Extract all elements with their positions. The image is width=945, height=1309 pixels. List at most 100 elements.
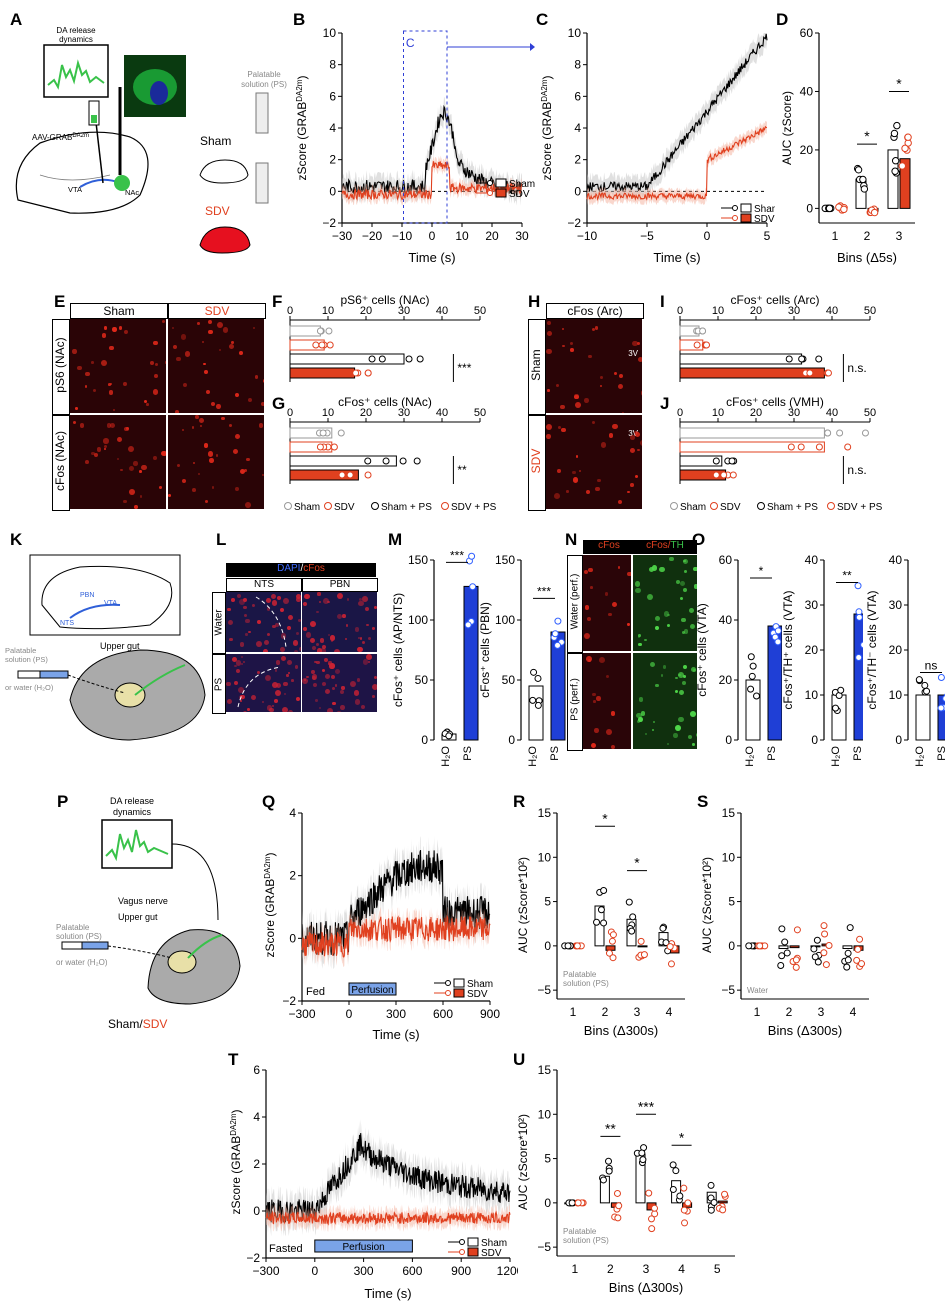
x-tick-label: 3 [643,1262,650,1276]
cell-spot [198,417,204,423]
cell-spot [612,424,618,430]
sig-star: ** [842,569,852,583]
cell-spot [103,438,109,444]
cell-spot [139,470,143,473]
row-label-sham: Sham [528,319,546,415]
point [748,672,756,680]
cell-spot [239,699,243,703]
dynamics-label-1: DA release [56,26,96,35]
legend-box-sham [740,203,752,213]
point-sham [844,956,852,964]
cell-spot [557,469,561,474]
x-tick-label: 50 [474,305,486,317]
cell-spot [638,697,644,702]
brain-outline [15,131,149,214]
cell-spot [690,711,696,718]
x-tick-label: 2 [607,1262,614,1276]
cell-spot [133,461,138,466]
point [712,457,720,465]
cell-spot [290,679,294,682]
legend-label: SDV [334,502,355,513]
cell-spot [233,681,238,686]
bar-sdv [789,945,800,949]
sem-band-sham [342,96,522,206]
legend-dot-sdv [732,215,738,221]
cell-spot [292,640,299,646]
cell-spot [250,694,257,701]
y-tick-label: 100 [408,613,428,627]
y-tick-label: 5 [728,895,735,909]
panel-letter-n: N [565,530,578,549]
cell-spot [327,600,330,603]
chart-title: cFos⁺ cells (NAc) [338,395,432,409]
trace-icon [47,59,105,90]
point-sdv [608,937,616,945]
cell-spot [228,423,232,427]
legend-label-sham: Sham [467,979,493,990]
cell-spot [546,424,553,430]
cell-spot [681,681,686,686]
y-tick-label: 0 [811,733,818,747]
point [747,685,755,693]
y-tick-label: 0 [806,201,813,215]
legend-dot [670,502,678,510]
cell-spot [316,660,320,664]
ps-label-2: solution (PS) [241,80,287,89]
panel-letter-l: L [216,530,227,549]
cell-spot [354,699,361,706]
legend-label-sdv: SDV [754,214,775,225]
cell-spot [271,704,274,707]
point-sdv [821,930,829,938]
panel-o2-chart: 0 10 20 30 40 H₂O PS ** cFos⁺/TH⁺ cells (VTA) [781,553,863,767]
cell-spot [562,344,565,348]
legend-label: SDV [720,502,741,513]
cell-spot [325,673,330,679]
cell-spot [103,445,107,449]
x-tick-label: 4 [678,1262,685,1276]
y-tick-label: 0 [728,939,735,953]
y-axis-label: cFos⁺/TH⁺ cells (VTA) [781,590,795,709]
virus-label: AAV-GRABDA2m [32,133,89,142]
panel-letter-s: S [697,792,709,811]
cell-spot [236,669,241,674]
point [468,552,476,560]
cell-spot [141,464,147,470]
point-sdv [904,133,912,141]
y-tick-label: 10 [538,850,552,864]
cell-spot [313,682,318,688]
cell-spot [358,598,362,602]
cell-spot [152,389,159,395]
cell-spot [239,642,244,647]
legend-label: Sham + PS [767,502,818,513]
point [921,681,929,689]
cell-spot [232,657,238,663]
point-sdv [820,949,828,957]
panel-t-chart: −2 0 2 4 6 −300 0 300 600 900 1200 Perfusion Fasted z… [229,1063,518,1301]
cell-spot [181,479,187,484]
header-cfos-arc: cFos (Arc) [546,303,644,319]
sham-label: Sham [200,134,231,148]
point-sham [707,1206,715,1214]
note-label: Palatable [563,1227,597,1236]
cell-spot [345,638,348,641]
point [844,443,852,451]
cell-spot [84,385,87,388]
point-sham [745,942,753,950]
cell-spot [258,423,263,428]
cell-spot [666,742,670,746]
y-tick-label: 40 [805,553,819,567]
legend-label-sdv: SDV [467,989,488,1000]
point-sdv [858,960,866,968]
x-tick-label: 10 [322,305,334,317]
p-tube-1 [61,941,83,950]
bar-sdv [717,1200,728,1204]
nts-outline [237,596,287,708]
x-tick-label: 4 [666,1005,673,1019]
cell-spot [645,732,648,735]
cell-spot [604,592,609,596]
x-tick-label: 0 [287,407,293,419]
cell-spot [341,686,345,690]
x-tick-label: 40 [436,305,448,317]
point [364,369,372,377]
cell-spot [587,658,591,662]
